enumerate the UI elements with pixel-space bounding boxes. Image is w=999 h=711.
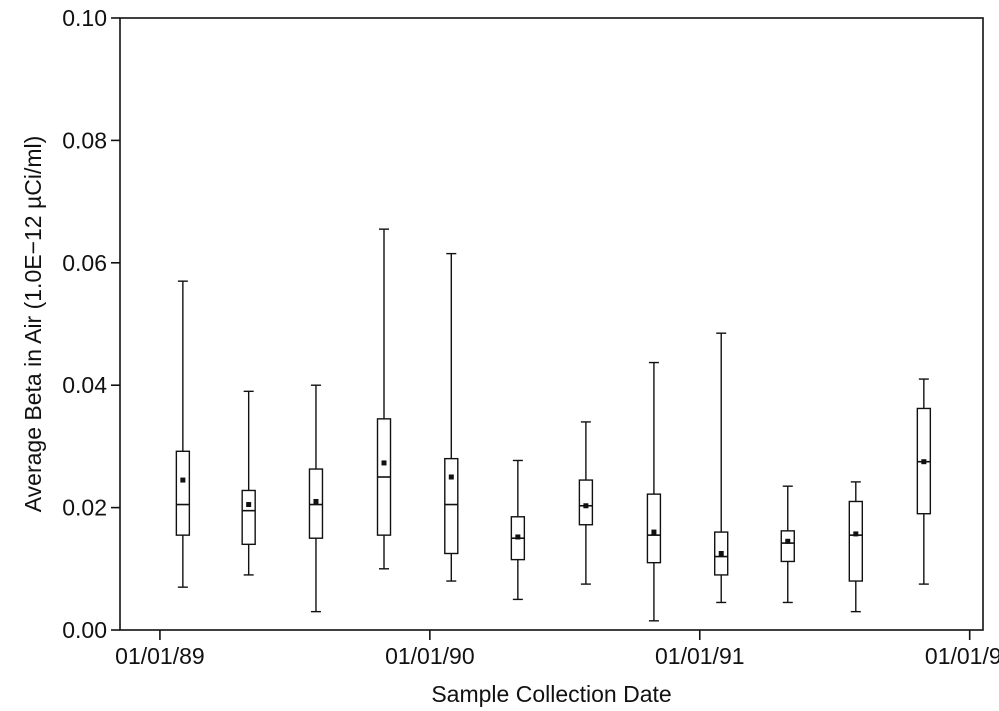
mean-marker (246, 502, 252, 508)
mean-marker (651, 529, 657, 535)
mean-marker (921, 459, 927, 465)
y-tick-label: 0.04 (62, 372, 107, 398)
mean-marker (785, 538, 791, 544)
box-group (578, 421, 594, 585)
mean-marker (515, 534, 521, 540)
box-group (241, 390, 256, 576)
y-tick-label: 0.06 (62, 250, 107, 276)
mean-marker (448, 474, 454, 480)
x-tick-label: 01/01/92 (925, 643, 999, 669)
interquartile-box (780, 530, 795, 563)
mean-marker (313, 498, 319, 504)
mean-marker (583, 503, 589, 509)
y-tick-label: 0.02 (62, 495, 107, 521)
x-tick-label: 01/01/91 (655, 643, 745, 669)
x-tick-label: 01/01/90 (385, 643, 475, 669)
interquartile-box (444, 457, 459, 555)
box-group (175, 280, 191, 588)
interquartile-box (646, 493, 662, 564)
mean-marker (381, 460, 387, 466)
box-group (780, 485, 795, 604)
y-axis-title-group: Average Beta in Air (1.0E−12 µCi/ml) (20, 136, 46, 513)
box-group (376, 228, 392, 570)
interquartile-box (578, 479, 594, 526)
mean-marker (853, 531, 859, 537)
box-series (175, 228, 932, 622)
plot-area-frame (119, 17, 984, 631)
x-axis: 01/01/89 01/01/90 01/01/91 01/01/92 (115, 630, 999, 669)
y-axis-title: Average Beta in Air (1.0E−12 µCi/ml) (20, 136, 46, 513)
y-tick-label: 0.10 (62, 5, 107, 31)
box-group (646, 361, 662, 622)
box-group (308, 384, 324, 613)
x-tick-label: 01/01/89 (115, 643, 205, 669)
mean-marker (180, 477, 186, 483)
y-tick-label: 0.08 (62, 127, 107, 153)
interquartile-box (848, 500, 864, 582)
box-group (848, 481, 864, 613)
box-group (510, 459, 526, 601)
x-axis-title: Sample Collection Date (431, 681, 671, 707)
box-group (714, 332, 729, 604)
box-group (916, 378, 932, 585)
interquartile-box (241, 489, 256, 546)
interquartile-box (175, 450, 191, 536)
y-tick-label: 0.00 (62, 617, 107, 643)
mean-marker (718, 551, 724, 556)
y-axis: 0.00 0.02 0.04 0.06 0.08 0.10 (62, 5, 120, 643)
box-group (444, 252, 459, 582)
